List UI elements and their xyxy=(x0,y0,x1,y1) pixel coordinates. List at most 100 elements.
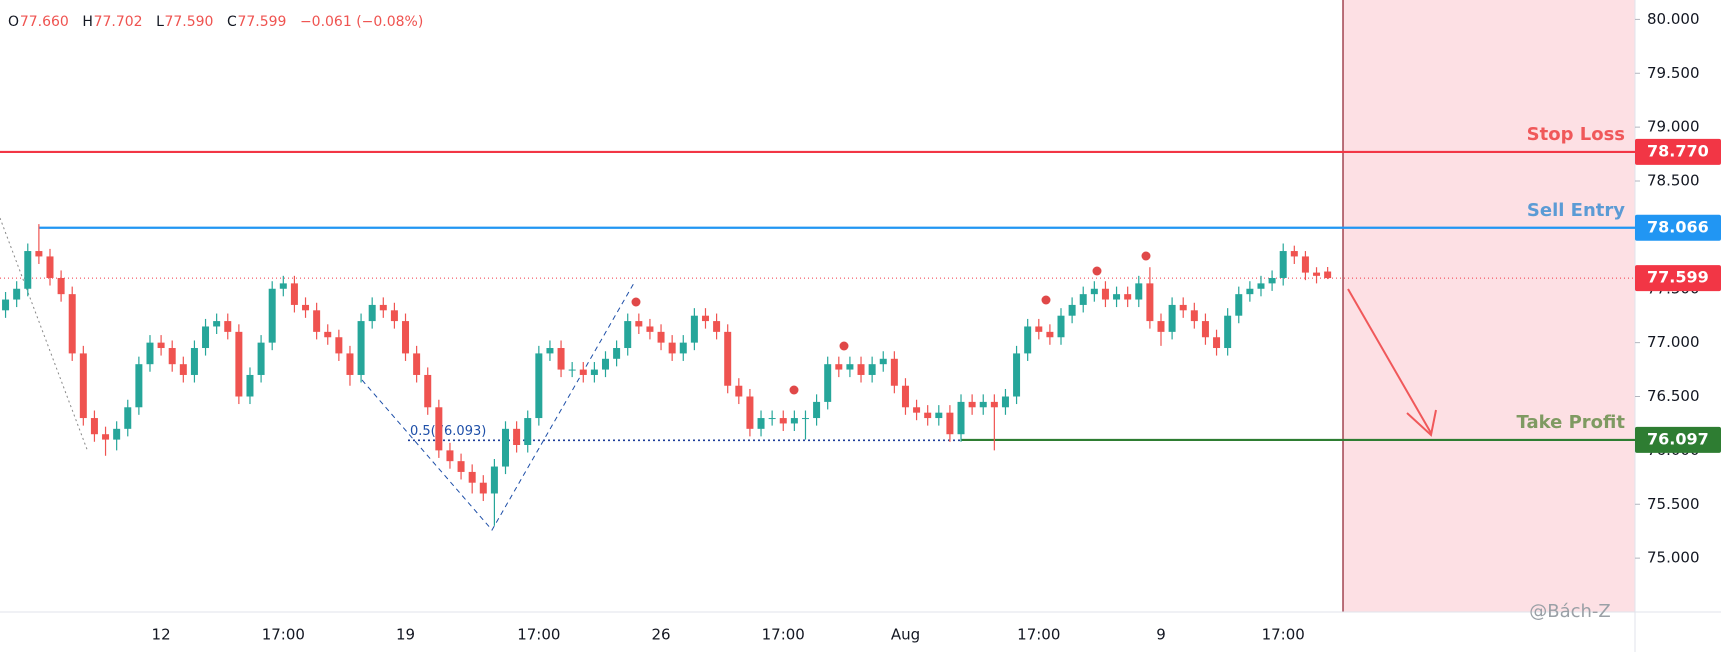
candle-body xyxy=(813,401,821,419)
candle-body xyxy=(224,321,232,332)
level-name: Take Profit xyxy=(1517,412,1626,433)
candle-body xyxy=(1113,294,1121,300)
candle-body xyxy=(979,401,987,408)
candle-body xyxy=(1190,310,1198,322)
candle-body xyxy=(868,364,876,375)
y-tick-label: 77.000 xyxy=(1647,333,1700,351)
candle-body xyxy=(190,348,198,375)
candle-body xyxy=(135,364,143,408)
candle-body xyxy=(1013,353,1021,397)
candle-body xyxy=(1035,326,1043,332)
candle-body xyxy=(957,401,965,435)
candle-body xyxy=(213,321,221,327)
dot xyxy=(1092,266,1102,276)
candle-body xyxy=(502,428,510,467)
header-value: −0.061 (−0.08%) xyxy=(300,14,423,30)
candle-body xyxy=(413,353,421,375)
y-tick-label: 76.500 xyxy=(1647,387,1700,405)
candle-body xyxy=(579,369,587,375)
y-tick-label: 79.000 xyxy=(1647,118,1700,136)
candle-body xyxy=(635,321,643,327)
x-tick-label: 17:00 xyxy=(517,626,560,644)
candle-body xyxy=(290,283,298,305)
price-box-label: 77.599 xyxy=(1647,268,1709,287)
candle-body xyxy=(2,299,10,311)
x-tick-label: 17:00 xyxy=(1017,626,1060,644)
candle-body xyxy=(124,407,132,429)
candle-body xyxy=(35,251,43,257)
dot xyxy=(631,297,641,307)
price-box xyxy=(1635,214,1721,241)
candle-body xyxy=(13,288,21,300)
candle-body xyxy=(590,369,598,375)
candle-body xyxy=(946,412,954,435)
header-key: H xyxy=(82,14,93,30)
candle-body xyxy=(424,374,432,408)
y-tick-label: 75.500 xyxy=(1647,495,1700,513)
header-value: 77.660 xyxy=(20,14,69,30)
forecast-arrow-head xyxy=(1406,409,1437,437)
candle-body xyxy=(1257,283,1265,289)
watermark: @Bách-Z xyxy=(1529,601,1611,622)
candle-body xyxy=(379,304,387,311)
candle-body xyxy=(390,310,398,322)
candle-body xyxy=(924,412,932,419)
candle-body xyxy=(1324,271,1332,279)
candle-body xyxy=(357,321,365,375)
candle-body xyxy=(779,418,787,424)
candle-body xyxy=(701,315,709,322)
candle-body xyxy=(235,331,243,397)
x-tick-label: Aug xyxy=(891,626,920,644)
candle-body xyxy=(1135,283,1143,300)
price-box-label: 78.066 xyxy=(1647,217,1709,236)
x-tick-label: 17:00 xyxy=(262,626,305,644)
candle-body xyxy=(713,321,721,332)
candle-body xyxy=(1157,321,1165,332)
y-tick-label: 78.500 xyxy=(1647,172,1700,190)
x-tick-label: 26 xyxy=(651,626,670,644)
price-box-label: 76.097 xyxy=(1647,429,1709,448)
candle-body xyxy=(1124,294,1132,300)
candle-body xyxy=(1201,321,1209,338)
candle-body xyxy=(1224,315,1232,349)
price-box-label: 78.770 xyxy=(1647,141,1709,160)
price-box xyxy=(1635,138,1721,165)
candle-body xyxy=(168,348,176,365)
candle-body xyxy=(646,326,654,332)
y-tick-label: 80.000 xyxy=(1647,10,1700,28)
candle-body xyxy=(179,364,187,375)
candle-body xyxy=(302,304,310,311)
zigzag xyxy=(0,217,89,453)
candle-body xyxy=(79,353,87,419)
candle-body xyxy=(1079,294,1087,305)
candle-body xyxy=(257,342,265,375)
candle-body xyxy=(746,396,754,429)
x-tick-label: 12 xyxy=(152,626,171,644)
dot xyxy=(1041,295,1051,305)
candle-body xyxy=(146,342,154,365)
candle-body xyxy=(1235,294,1243,316)
candle-body xyxy=(24,251,32,289)
candle-body xyxy=(468,471,476,483)
candle-body xyxy=(402,321,410,354)
y-tick-label: 75.000 xyxy=(1647,549,1700,567)
candle-body xyxy=(46,256,54,278)
candle-body xyxy=(835,364,843,370)
candle-body xyxy=(1001,396,1009,408)
candle-body xyxy=(568,369,576,371)
level-name: Sell Entry xyxy=(1527,200,1625,221)
header-value: 77.702 xyxy=(94,14,143,30)
candle-body xyxy=(768,418,776,420)
candle-body xyxy=(879,358,887,365)
x-tick-label: 17:00 xyxy=(762,626,805,644)
candle-body xyxy=(613,348,621,359)
candle-body xyxy=(246,374,254,397)
header-key: O xyxy=(8,14,19,30)
level-name: Stop Loss xyxy=(1527,124,1625,145)
candle-body xyxy=(601,358,609,370)
candle-body xyxy=(624,321,632,349)
candle-body xyxy=(901,385,909,408)
candle-body xyxy=(968,401,976,408)
candle-body xyxy=(557,348,565,370)
